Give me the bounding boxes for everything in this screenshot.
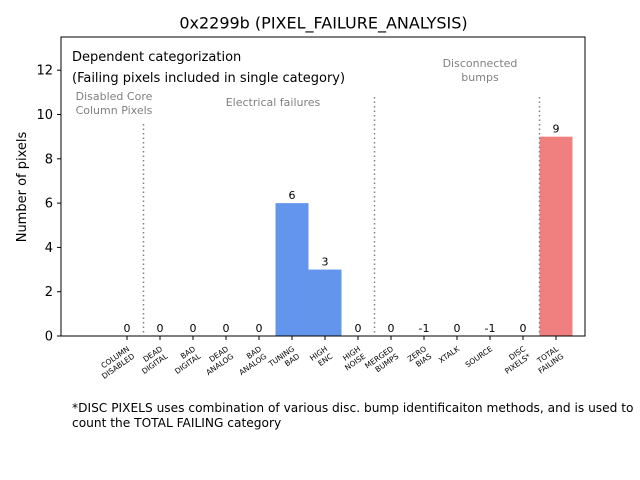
data-label: 0 bbox=[520, 322, 527, 335]
x-tick-label: DEADANALOG bbox=[199, 344, 235, 377]
data-label: 0 bbox=[355, 322, 362, 335]
y-tick-label: 8 bbox=[45, 152, 53, 167]
x-tick-label: BADDIGITAL bbox=[168, 344, 203, 376]
x-tick-label: SOURCE bbox=[464, 344, 495, 369]
data-label: 0 bbox=[190, 322, 197, 335]
group-label: Disabled Core bbox=[76, 90, 153, 103]
data-label: -1 bbox=[485, 322, 496, 335]
y-tick-label: 0 bbox=[45, 330, 53, 345]
y-tick-label: 2 bbox=[45, 285, 53, 300]
x-tick-label: HIGHNOISE bbox=[338, 344, 368, 372]
chart-title: 0x2299b (PIXEL_FAILURE_ANALYSIS) bbox=[179, 14, 467, 34]
bar bbox=[275, 203, 309, 336]
x-tick-label: TUNINGBAD bbox=[266, 344, 301, 376]
x-tick-label: ZEROBIAS bbox=[406, 344, 434, 371]
annotation-text: Dependent categorization bbox=[72, 50, 241, 65]
bar-chart: 0x2299b (PIXEL_FAILURE_ANALYSIS) Number … bbox=[15, 14, 586, 381]
data-label: 0 bbox=[256, 322, 263, 335]
x-tick-label: MERGEDBUMPS bbox=[363, 344, 400, 378]
data-label: 6 bbox=[289, 189, 296, 202]
data-label: 9 bbox=[553, 123, 560, 136]
y-tick-label: 12 bbox=[36, 64, 53, 79]
y-tick-label: 4 bbox=[45, 241, 53, 256]
data-label: 0 bbox=[124, 322, 131, 335]
x-tick-label: COLUMNDISABLED bbox=[95, 344, 137, 381]
x-tick-label: DISCPIXELS* bbox=[498, 344, 533, 376]
y-axis-label: Number of pixels bbox=[15, 131, 30, 242]
x-tick-label: BADANALOG bbox=[232, 344, 268, 377]
x-tick-label: HIGHENC bbox=[308, 344, 334, 370]
data-label: 0 bbox=[223, 322, 230, 335]
x-tick-label: TOTALFAILING bbox=[531, 344, 566, 376]
x-tick-label: DEADDIGITAL bbox=[135, 344, 170, 376]
y-tick-label: 6 bbox=[45, 197, 53, 212]
y-tick-label: 10 bbox=[36, 108, 53, 123]
bar bbox=[539, 136, 573, 336]
x-tick-label: XTALK bbox=[437, 344, 462, 365]
footnote: *DISC PIXELS uses combination of various… bbox=[72, 401, 634, 430]
data-label: 0 bbox=[454, 322, 461, 335]
data-label: 0 bbox=[388, 322, 395, 335]
plot-frame bbox=[60, 36, 586, 337]
group-label: bumps bbox=[461, 71, 499, 84]
data-label: -1 bbox=[419, 322, 430, 335]
data-label: 3 bbox=[322, 256, 329, 269]
data-label: 0 bbox=[157, 322, 164, 335]
group-label: Column Pixels bbox=[76, 104, 153, 117]
group-label: Electrical failures bbox=[226, 96, 321, 109]
group-label: Disconnected bbox=[443, 57, 518, 70]
annotation-text: (Failing pixels included in single categ… bbox=[72, 71, 345, 86]
bar bbox=[308, 269, 342, 336]
